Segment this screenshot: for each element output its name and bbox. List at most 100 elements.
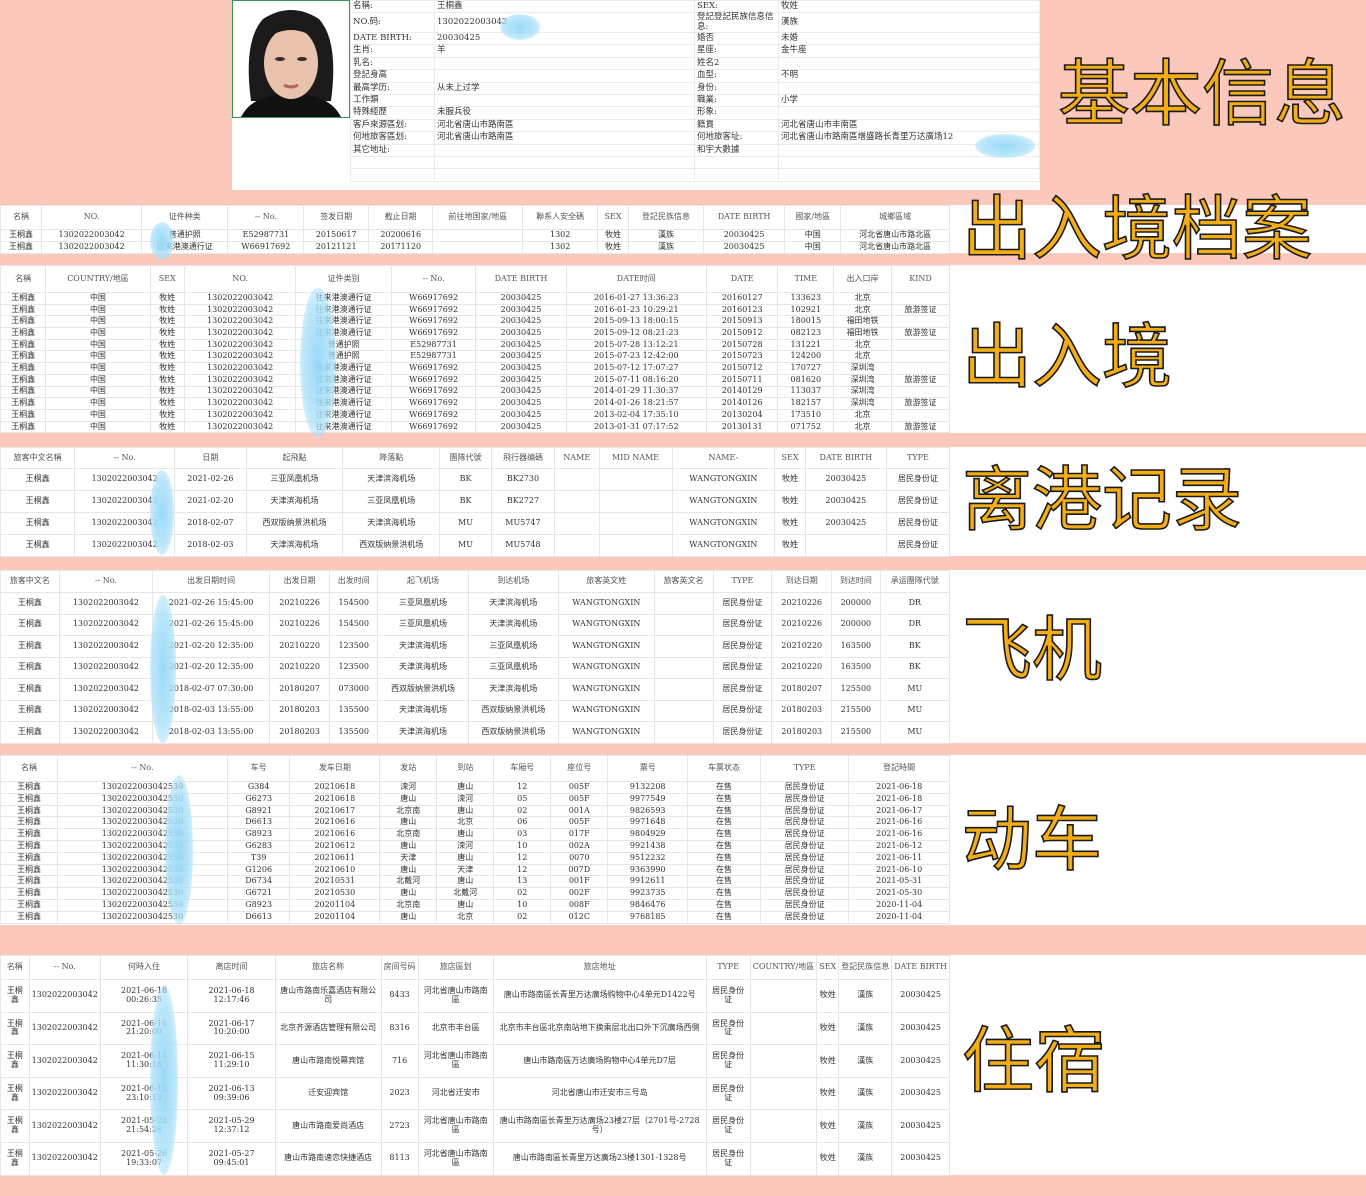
column-header[interactable]: 车厢号 <box>493 755 552 782</box>
table-cell[interactable] <box>749 979 818 1013</box>
table-cell[interactable]: 天津滨海机场 <box>377 635 469 658</box>
column-header[interactable]: 團隊代號 <box>439 447 492 469</box>
column-header[interactable]: NO. <box>183 265 297 293</box>
table-cell[interactable]: 20150712 <box>705 362 779 375</box>
table-row[interactable]: 王桐鑫 1302022003042530 G8923 20201104 北京南 唐山 10 0… <box>0 898 950 912</box>
column-header[interactable]: NAME- <box>671 447 776 469</box>
table-cell[interactable]: 716 <box>380 1044 419 1078</box>
table-cell[interactable]: WANGTONGXIN <box>557 699 655 722</box>
table-cell[interactable]: 2015-07-23 12:42:00 <box>565 350 707 364</box>
table-cell[interactable]: 旅游签证 <box>891 373 950 387</box>
table-cell[interactable]: 20030425 <box>702 229 786 242</box>
table-row[interactable]: 王桐鑫 1302022003042 2021-06-16 21:20:00 2021-… <box>0 1011 950 1046</box>
table-cell[interactable]: 在售 <box>687 816 761 830</box>
table-cell[interactable]: 2015-07-12 17:07:27 <box>565 362 707 375</box>
table-cell[interactable]: 135500 <box>329 721 379 744</box>
table-cell[interactable]: 9923735 <box>607 887 689 900</box>
table-cell[interactable]: 王桐鑫 <box>0 420 47 434</box>
table-cell[interactable]: 005F <box>550 816 609 830</box>
table-cell[interactable]: 20130131 <box>705 420 779 434</box>
table-cell[interactable]: 唐山 <box>436 851 495 865</box>
table-cell[interactable]: 012C <box>550 910 609 924</box>
table-row[interactable]: 王桐鑫 1302022003042530 G8921 20210617 北京南 唐山 02 0… <box>0 804 950 818</box>
table-cell[interactable]: 071752 <box>777 420 835 434</box>
table-cell[interactable]: 125500 <box>831 678 881 701</box>
column-header[interactable]: DATE BIRTH <box>891 955 950 980</box>
table-cell[interactable]: 20200616 <box>367 229 434 242</box>
table-cell[interactable]: 漢族 <box>628 229 704 242</box>
table-cell[interactable]: 王桐鑫 <box>0 592 60 615</box>
table-cell[interactable]: G6283 <box>226 839 291 853</box>
table-cell[interactable]: 082123 <box>777 327 835 340</box>
table-cell[interactable]: 天津滨海机场 <box>377 699 469 722</box>
table-cell[interactable]: 王桐鑫 <box>0 781 58 794</box>
table-cell[interactable]: 2021-06-10 <box>848 863 950 877</box>
table-cell[interactable]: 漢族 <box>838 1109 893 1143</box>
table-cell[interactable]: 02 <box>493 804 552 818</box>
table-row[interactable]: 王桐鑫 1302022003042530 D6613 20201104 唐山 北京 02 01… <box>0 910 950 924</box>
table-cell[interactable]: 牧姓 <box>774 512 806 535</box>
table-cell[interactable]: 牧姓 <box>816 979 840 1013</box>
column-header[interactable]: 聯系人安全碼 <box>522 205 599 230</box>
table-cell[interactable]: 中国 <box>45 362 151 375</box>
table-cell[interactable]: 王桐鑫 <box>0 875 58 889</box>
table-cell[interactable]: WANGTONGXIN <box>557 592 655 615</box>
table-cell[interactable] <box>891 350 950 364</box>
table-cell[interactable] <box>653 678 714 701</box>
column-header[interactable]: 旅客英文名 <box>653 570 714 593</box>
table-cell[interactable]: 8316 <box>380 1011 419 1046</box>
table-cell[interactable]: 滦河 <box>379 781 438 794</box>
table-row[interactable]: 王桐鑫 中国 牧姓 1302022003042 往来港澳通行证 W66917692 2003… <box>0 327 950 340</box>
table-cell[interactable]: 在售 <box>687 851 761 865</box>
table-cell[interactable]: 123500 <box>329 656 379 679</box>
table-cell[interactable]: BK <box>879 656 951 679</box>
table-cell[interactable]: 20150711 <box>705 373 779 387</box>
table-row[interactable]: 王桐鑫 中国 牧姓 1302022003042 往来港澳通行证 W66917692 2003… <box>0 292 950 305</box>
table-cell[interactable]: 中国 <box>45 350 151 364</box>
table-cell[interactable]: 20030425 <box>475 397 567 410</box>
table-cell[interactable]: BK2730 <box>490 468 555 491</box>
table-cell[interactable]: 06 <box>493 816 552 830</box>
table-cell[interactable]: W66917692 <box>390 420 477 434</box>
column-header[interactable]: 出发日期 <box>269 570 331 593</box>
table-cell[interactable]: 1302022003042530 <box>57 816 228 830</box>
column-header[interactable]: TYPE <box>712 570 773 593</box>
table-cell[interactable] <box>653 613 714 636</box>
table-cell[interactable]: 20180207 <box>269 678 331 701</box>
table-cell[interactable]: 20150913 <box>705 315 779 329</box>
table-cell[interactable]: 2014-01-26 18:21:57 <box>565 397 707 410</box>
table-cell[interactable]: 10 <box>493 839 552 853</box>
table-cell[interactable]: 12 <box>493 863 552 877</box>
column-header[interactable]: TYPE <box>759 755 850 782</box>
table-cell[interactable]: 13 <box>493 875 552 889</box>
column-header[interactable]: TYPE <box>705 955 751 980</box>
table-cell[interactable]: 1302022003042 <box>28 1141 101 1176</box>
table-cell[interactable]: 王桐鑫 <box>0 534 76 557</box>
column-header[interactable]: 登記民族信息 <box>838 955 893 980</box>
column-header[interactable]: 承运團隊代號 <box>879 570 951 593</box>
table-cell[interactable]: 1302022003042 <box>183 315 297 329</box>
table-cell[interactable]: 北京南 <box>379 898 438 912</box>
table-cell[interactable]: 0070 <box>550 851 609 865</box>
table-cell[interactable] <box>891 338 950 352</box>
table-cell[interactable]: 9768185 <box>607 910 689 924</box>
table-cell[interactable] <box>749 1011 818 1046</box>
table-cell[interactable]: 旅游签证 <box>891 397 950 410</box>
table-cell[interactable]: 2021-06-15 11:29:10 <box>187 1044 276 1078</box>
table-row[interactable]: 王桐鑫 中国 牧姓 1302022003042 往来港澳通行证 W66917692 2003… <box>0 385 950 399</box>
table-cell[interactable]: WANGTONGXIN <box>671 534 776 557</box>
table-cell[interactable]: 001A <box>550 804 609 818</box>
table-cell[interactable]: 居民身份证 <box>759 828 850 841</box>
table-cell[interactable]: 124200 <box>777 350 835 364</box>
column-header[interactable]: 到站 <box>436 755 495 782</box>
table-row[interactable]: 王桐鑫 1302022003042 2021-05-26 19:33:07 2021-… <box>0 1141 950 1176</box>
table-cell[interactable]: 北戴河 <box>379 875 438 889</box>
table-cell[interactable]: 王桐鑫 <box>0 910 58 924</box>
table-cell[interactable]: 居民身份证 <box>705 1044 751 1078</box>
table-cell[interactable]: 1302022003042 <box>183 327 297 340</box>
table-cell[interactable] <box>432 241 524 254</box>
table-cell[interactable]: 中国 <box>45 303 151 317</box>
column-header[interactable]: 日期 <box>174 447 247 469</box>
table-cell[interactable]: 居民身份证 <box>759 851 850 865</box>
table-row[interactable]: 王桐鑫 中国 牧姓 1302022003042 往来港澳通行证 W66917692 2003… <box>0 303 950 317</box>
